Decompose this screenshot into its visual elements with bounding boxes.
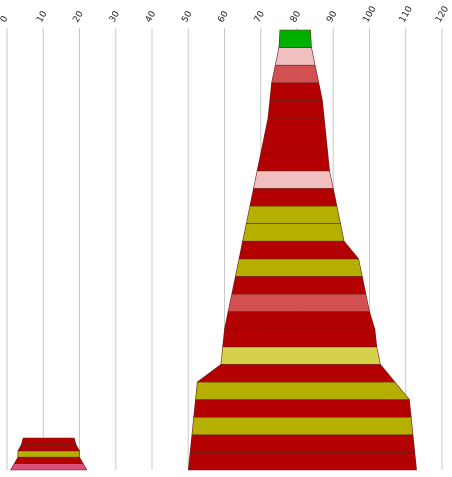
x-tick-label: 60 bbox=[216, 9, 231, 24]
stack-2-band-2 bbox=[189, 434, 416, 453]
stack-2-band-22 bbox=[269, 82, 323, 101]
stack-1-band-2 bbox=[13, 456, 84, 464]
x-tick-label: 110 bbox=[398, 4, 415, 24]
stack-1-band-4 bbox=[17, 444, 81, 452]
stack-2-band-15 bbox=[245, 205, 341, 224]
x-tick-label: 0 bbox=[0, 14, 11, 24]
stack-2-band-14 bbox=[242, 223, 345, 242]
stack-2-band-17 bbox=[253, 170, 334, 189]
stack-2-band-4 bbox=[193, 399, 412, 418]
stack-2-band-24 bbox=[274, 47, 316, 66]
stack-1-band-5 bbox=[21, 437, 77, 445]
stack-2-band-1 bbox=[187, 452, 417, 471]
stack-2-band-8 bbox=[222, 328, 378, 348]
band-layer bbox=[10, 29, 417, 471]
stack-2-band-23 bbox=[271, 64, 320, 84]
x-tick-label: 50 bbox=[180, 9, 195, 24]
stack-2-band-6 bbox=[196, 364, 396, 383]
stack-2-band-10 bbox=[227, 293, 370, 312]
x-tick-label: 80 bbox=[289, 9, 304, 24]
stack-1-band-3 bbox=[17, 450, 80, 458]
x-tick-label: 10 bbox=[35, 9, 50, 24]
x-tick-label: 40 bbox=[144, 9, 159, 24]
stack-2-band-18 bbox=[256, 152, 330, 172]
stack-2-band-25 bbox=[278, 29, 312, 48]
stack-2-band-19 bbox=[260, 135, 329, 154]
stack-2-band-7 bbox=[220, 346, 381, 365]
stack-2-band-3 bbox=[191, 416, 414, 436]
stack-2-band-9 bbox=[224, 311, 376, 330]
stack-2-band-5 bbox=[195, 381, 411, 400]
x-axis-tick-labels: 0 10 20 30 40 50 60 70 80 90 100 110 120 bbox=[0, 4, 451, 24]
stack-2-band-11 bbox=[231, 276, 367, 295]
x-tick-label: 30 bbox=[108, 9, 123, 24]
x-tick-label: 100 bbox=[361, 4, 378, 24]
x-tick-label: 20 bbox=[71, 9, 86, 24]
x-tick-label: 120 bbox=[434, 4, 451, 24]
x-tick-label: 70 bbox=[253, 9, 268, 24]
stack-2-band-13 bbox=[238, 240, 360, 260]
stack-1-band-1 bbox=[10, 463, 88, 471]
stack-2-band-20 bbox=[264, 117, 327, 136]
stack-2-band-21 bbox=[267, 100, 325, 119]
stack-2-band-16 bbox=[249, 188, 338, 207]
x-tick-label: 90 bbox=[325, 9, 340, 24]
stack-2-band-12 bbox=[235, 258, 363, 277]
